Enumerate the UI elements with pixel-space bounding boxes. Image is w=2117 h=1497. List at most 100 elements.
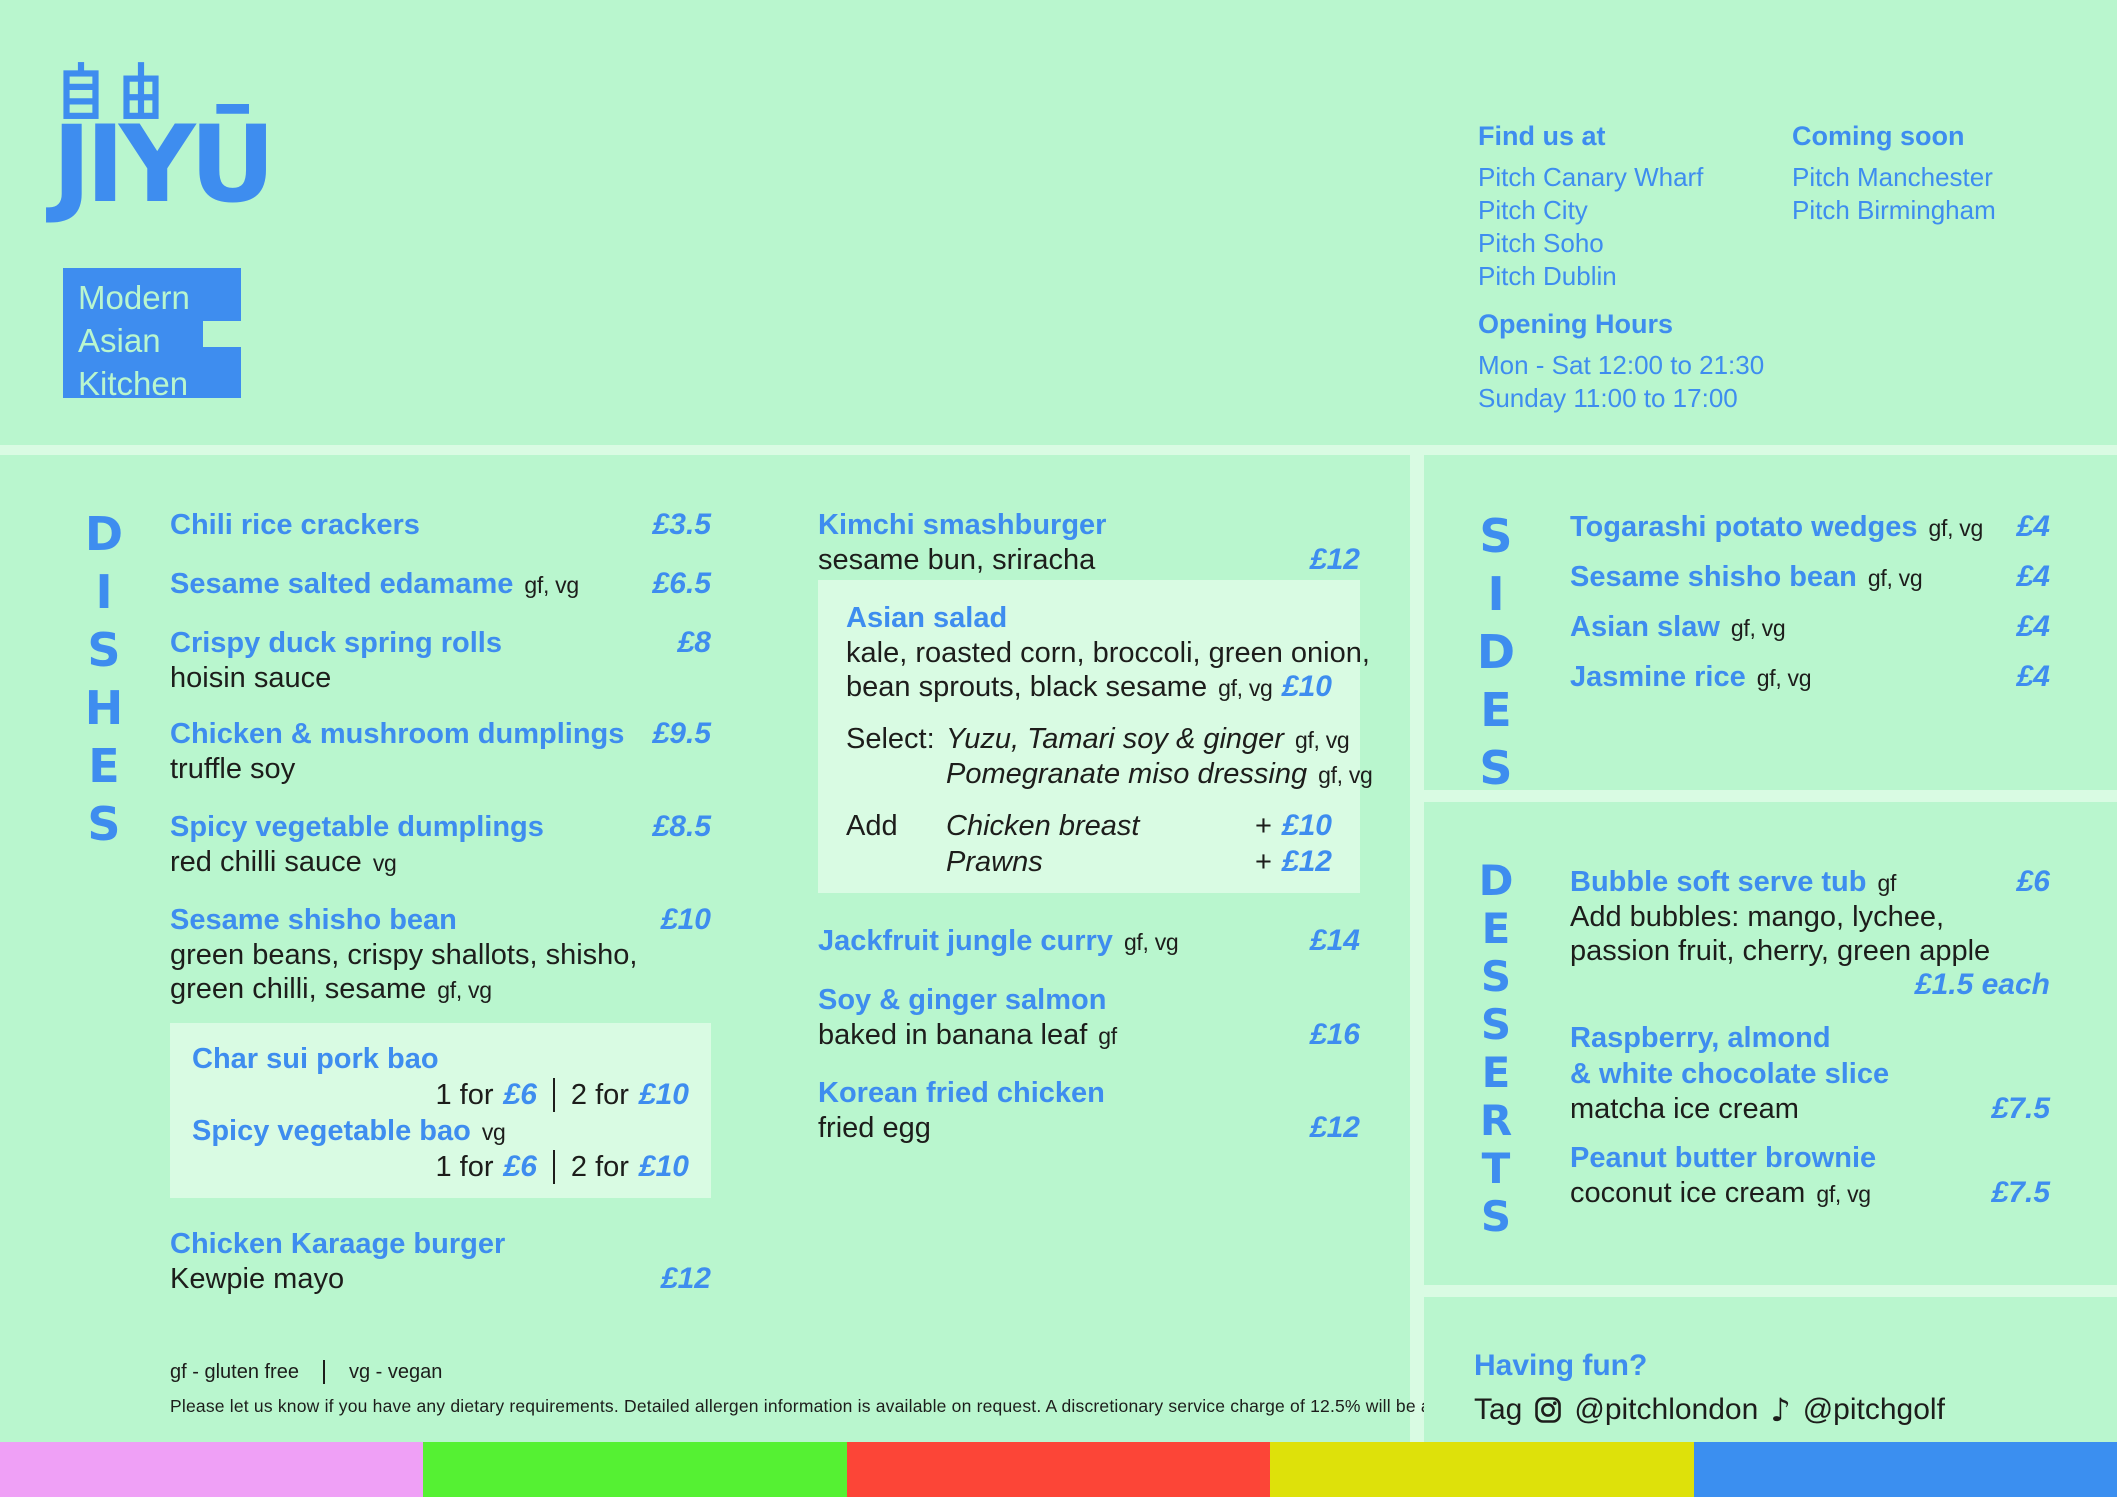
instagram-icon xyxy=(1535,1397,1562,1423)
desserts-section-title: D E S S E R T S xyxy=(1466,857,1526,1241)
item-price: £4 xyxy=(2016,660,2050,693)
item-description: red chilli sauce xyxy=(170,846,362,878)
offer-price: £6 xyxy=(503,1150,537,1183)
menu-item: Jasmine rice gf, vg £4 xyxy=(1570,659,2050,695)
item-name: Chicken & mushroom dumplings xyxy=(170,718,625,750)
section-letter: S xyxy=(1480,952,1512,1001)
instagram-handle: @pitchlondon xyxy=(1574,1393,1759,1426)
item-price: £4 xyxy=(2016,610,2050,643)
section-letter: S xyxy=(1479,509,1513,563)
menu-item: Togarashi potato wedges gf, vg £4 xyxy=(1570,509,2050,545)
menu-item: Peanut butter brownie coconut ice cream … xyxy=(1570,1140,2050,1210)
find-us-title: Find us at xyxy=(1478,121,1606,151)
section-letter: T xyxy=(1481,1144,1511,1193)
tagline-notch-shape xyxy=(203,321,241,347)
tagline-line: Asian xyxy=(78,322,161,359)
offer-price: £10 xyxy=(638,1150,689,1183)
item-name: Spicy vegetable dumplings xyxy=(170,811,544,843)
item-price: £9.5 xyxy=(652,717,711,750)
menu-item: Spicy vegetable dumplings £8.5 red chill… xyxy=(170,809,711,879)
desserts-items: Bubble soft serve tub gf £6 Add bubbles:… xyxy=(1570,864,2050,1210)
item-description: truffle soy xyxy=(170,753,296,785)
section-letter: H xyxy=(84,681,124,735)
option-text: Prawns xyxy=(946,846,1043,878)
item-name: & white chocolate slice xyxy=(1570,1058,1890,1090)
location-item: Pitch Birmingham xyxy=(1792,195,1996,225)
dietary-tags: gf, vg xyxy=(1294,727,1350,753)
location-item: Pitch Manchester xyxy=(1792,162,1993,192)
section-letter: E xyxy=(1481,1048,1511,1097)
tagline-line: Kitchen xyxy=(78,365,189,402)
menu-item: Crispy duck spring rolls £8 hoisin sauce xyxy=(170,625,711,695)
item-name: Bubble soft serve tub xyxy=(1570,866,1867,898)
item-name: Kimchi smashburger xyxy=(818,509,1107,541)
item-price: £6 xyxy=(2016,865,2050,898)
dietary-tags: gf, vg xyxy=(1756,665,1812,691)
dietary-tags: gf, vg xyxy=(1816,1181,1871,1207)
item-description: hoisin sauce xyxy=(170,662,332,694)
item-name: Char sui pork bao xyxy=(192,1043,439,1075)
item-description: Add bubbles: mango, lychee, xyxy=(1570,901,1945,933)
tag-label: Tag xyxy=(1474,1393,1523,1426)
dietary-tags: vg xyxy=(481,1119,506,1145)
dishes-section-title: D I S H E S xyxy=(74,505,134,853)
item-description: coconut ice cream xyxy=(1570,1177,1806,1209)
salad-select-option: Pomegranate miso dressing gf, vg xyxy=(846,757,1373,792)
item-price: £4 xyxy=(2016,560,2050,593)
legend-gf: gf - gluten free xyxy=(170,1360,299,1383)
dietary-tags: gf, vg xyxy=(1123,929,1179,955)
opening-hours-line: Sunday 11:00 to 17:00 xyxy=(1478,383,1738,413)
brand-logo-text: JIYŪ xyxy=(52,103,276,226)
divider xyxy=(552,1150,555,1184)
plus-sign: + xyxy=(1255,810,1272,842)
divider xyxy=(552,1078,555,1112)
item-price: £4 xyxy=(2016,510,2050,543)
item-description: green beans, crispy shallots, shisho, xyxy=(170,939,638,971)
dietary-tags: gf, vg xyxy=(524,572,579,598)
divider xyxy=(322,1360,325,1384)
footer-stripe xyxy=(1270,1442,1694,1497)
location-item: Pitch Soho xyxy=(1478,228,1604,258)
dietary-tags: gf, vg xyxy=(1218,675,1273,701)
dishes-panel: D I S H E S Chili rice crackers £3.5 Ses… xyxy=(0,455,1563,1442)
dishes-column-1: Chili rice crackers £3.5 Sesame salted e… xyxy=(170,507,711,1296)
kanji-zi-glyph xyxy=(63,62,99,119)
menu-item: Jackfruit jungle curry gf, vg £14 xyxy=(818,923,1360,959)
opening-hours-line: Mon - Sat 12:00 to 21:30 xyxy=(1478,350,1765,380)
social-panel: Having fun? Tag @pitchlondon ♪ @pitchgol… xyxy=(1424,1297,2117,1442)
footer-stripe xyxy=(846,1442,1271,1497)
section-letter: E xyxy=(88,739,120,793)
item-price: £10 xyxy=(1281,670,1332,703)
dietary-tags: gf, vg xyxy=(1730,615,1786,641)
item-name: Soy & ginger salmon xyxy=(818,984,1107,1016)
section-letter: I xyxy=(1487,567,1505,621)
item-name: Sesame salted edamame xyxy=(170,568,514,600)
find-us-block: Find us at Pitch Canary Wharf Pitch City… xyxy=(1478,120,1703,293)
offer-price: £10 xyxy=(638,1078,689,1111)
dietary-tags: gf, vg xyxy=(437,977,492,1003)
item-name: Asian salad xyxy=(846,602,1008,634)
select-label: Select: xyxy=(846,723,935,755)
item-description: passion fruit, cherry, green apple xyxy=(1570,935,1991,967)
item-name: Asian slaw xyxy=(1570,611,1720,643)
brand-tagline: Modern Asian Kitchen xyxy=(63,268,241,402)
item-name: Crispy duck spring rolls xyxy=(170,627,502,659)
location-item: Pitch Dublin xyxy=(1478,261,1617,291)
item-name: Korean fried chicken xyxy=(818,1077,1105,1109)
dietary-tags: gf, vg xyxy=(1928,515,1984,541)
tagline-line: Modern xyxy=(78,279,190,316)
section-letter: E xyxy=(1481,904,1511,953)
sides-panel: S I D E S Togarashi potato wedges gf, vg… xyxy=(1424,455,2117,795)
footer-stripe xyxy=(0,1442,424,1497)
footer-stripes xyxy=(0,1442,2117,1497)
menu-item: Raspberry, almond & white chocolate slic… xyxy=(1570,1020,2050,1126)
menu-item: Soy & ginger salmon baked in banana leaf… xyxy=(818,982,1360,1052)
menu-item: Chicken & mushroom dumplings £9.5 truffl… xyxy=(170,716,711,786)
item-name: Raspberry, almond xyxy=(1570,1022,1831,1054)
coming-soon-block: Coming soon Pitch Manchester Pitch Birmi… xyxy=(1792,120,1996,227)
allergen-disclaimer: Please let us know if you have any dieta… xyxy=(170,1396,1563,1416)
item-price: £6.5 xyxy=(652,567,711,600)
salad-add-option: Add Chicken breast + £10 xyxy=(846,808,1332,844)
legend-vg: vg - vegan xyxy=(348,1360,443,1383)
item-name: Togarashi potato wedges xyxy=(1570,511,1918,543)
